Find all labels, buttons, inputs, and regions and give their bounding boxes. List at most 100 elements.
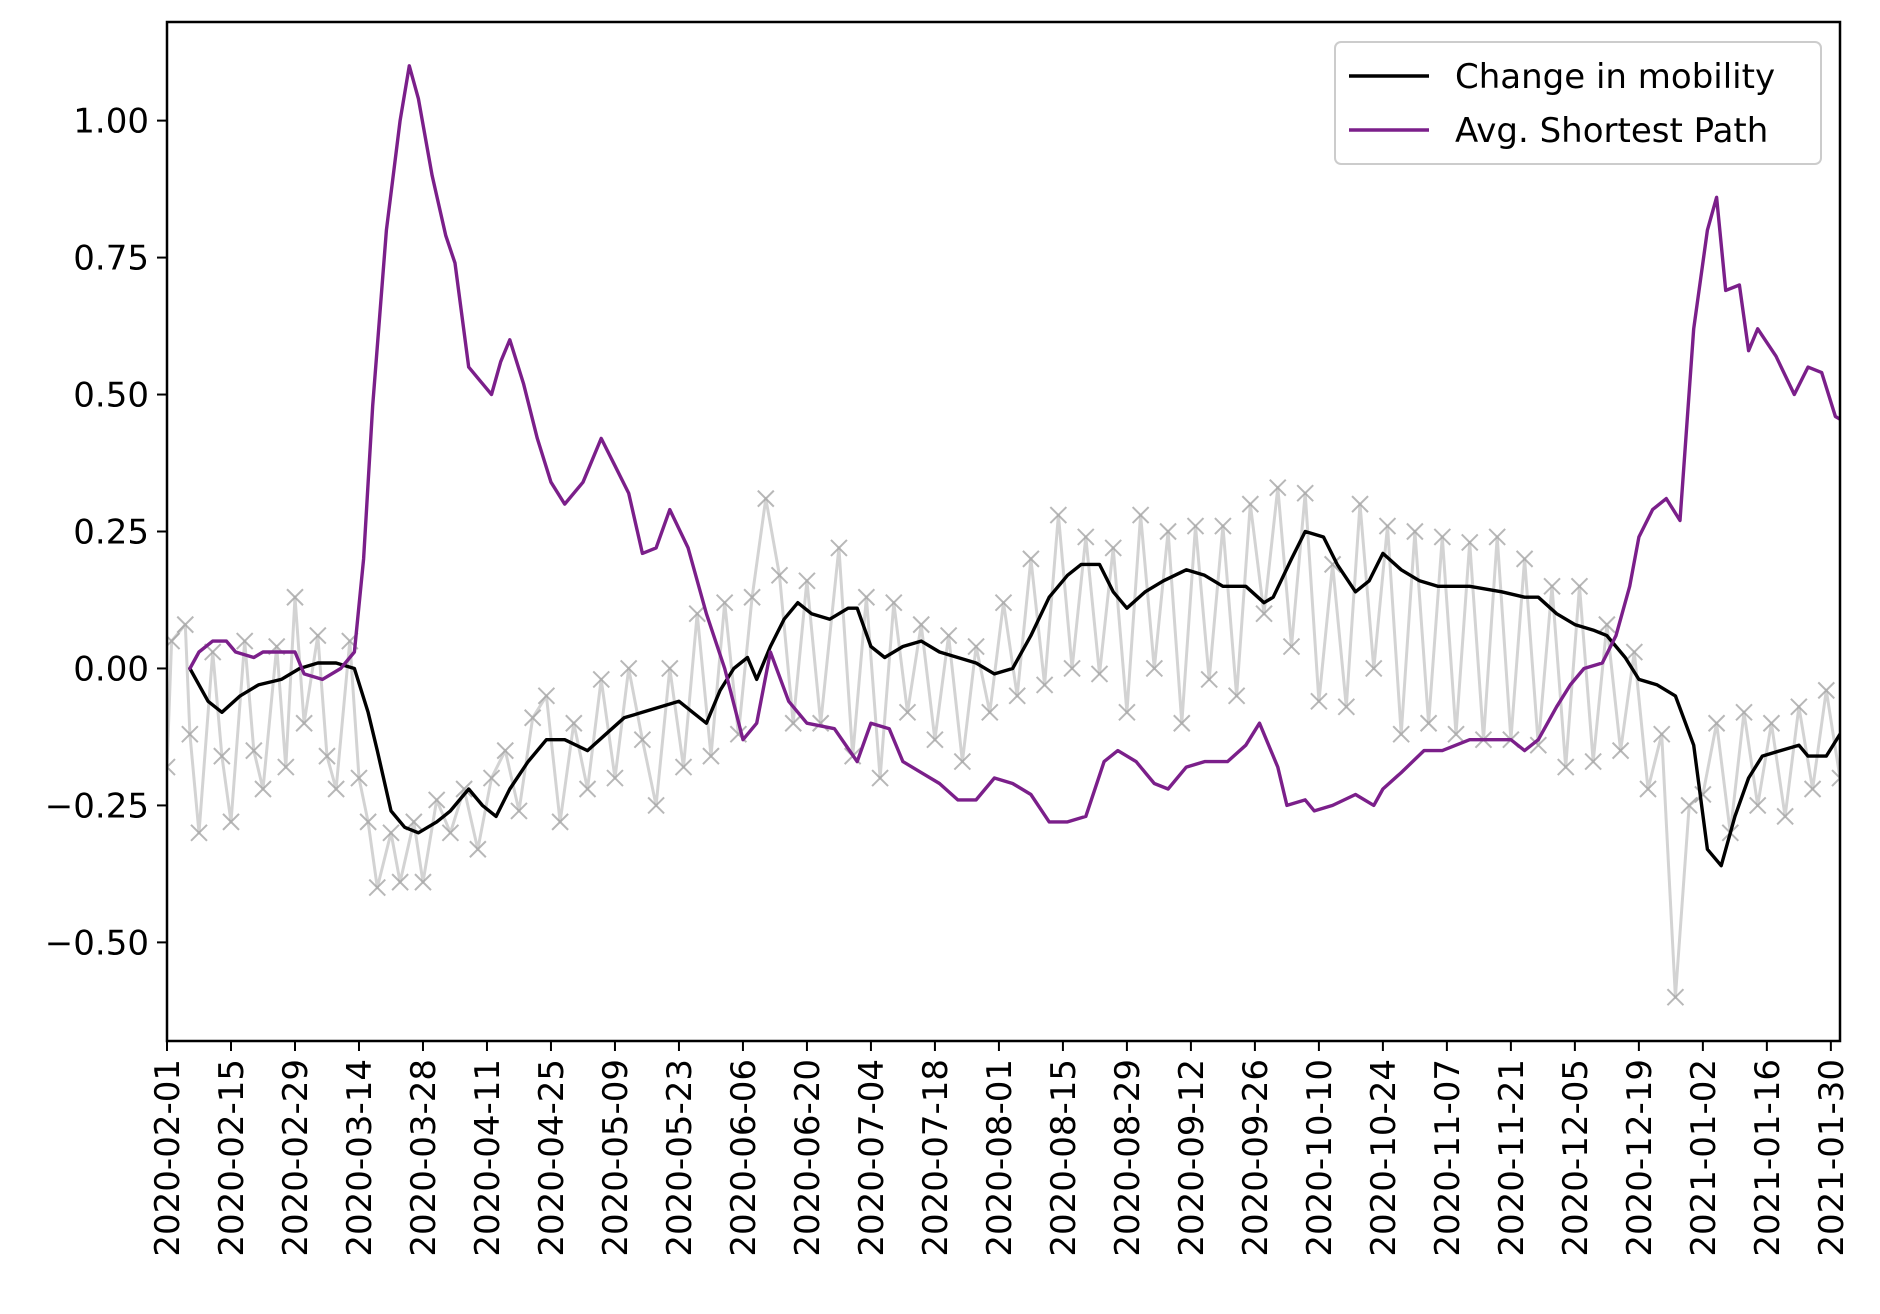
daily-series-marker bbox=[359, 813, 377, 831]
daily-series-marker bbox=[592, 670, 610, 689]
daily-series-marker bbox=[1419, 714, 1438, 732]
daily-series-marker bbox=[994, 594, 1013, 612]
daily-series-marker bbox=[565, 714, 583, 732]
daily-series-marker bbox=[455, 780, 473, 798]
daily-series-marker bbox=[213, 747, 231, 765]
legend-label: Change in mobility bbox=[1455, 57, 1775, 97]
daily-series-marker bbox=[661, 659, 679, 678]
x-tick-label: 2020-05-23 bbox=[660, 1059, 700, 1257]
daily-series-marker bbox=[496, 741, 514, 760]
daily-series-marker bbox=[1625, 643, 1644, 661]
legend-label: Avg. Shortest Path bbox=[1455, 111, 1768, 151]
daily-series-marker bbox=[688, 604, 706, 623]
daily-series-marker bbox=[1790, 698, 1808, 716]
daily-series-marker bbox=[510, 802, 528, 820]
y-tick-label: 0.00 bbox=[73, 649, 149, 689]
y-tick-label: 1.00 bbox=[73, 102, 149, 142]
x-tick-label: 2020-10-24 bbox=[1364, 1059, 1404, 1257]
daily-series-marker bbox=[1104, 539, 1122, 557]
x-tick-label: 2020-10-10 bbox=[1300, 1059, 1340, 1257]
daily-series-marker bbox=[350, 769, 368, 787]
daily-series-marker bbox=[1570, 577, 1589, 595]
daily-series-marker bbox=[674, 758, 693, 776]
daily-series-marker bbox=[939, 626, 958, 645]
daily-series-marker bbox=[1803, 780, 1822, 798]
x-tick-label: 2020-06-06 bbox=[724, 1059, 764, 1257]
y-tick-label: −0.25 bbox=[45, 786, 149, 826]
daily-series-marker bbox=[1447, 725, 1465, 743]
daily-series-marker bbox=[176, 615, 194, 634]
daily-series-marker bbox=[523, 709, 542, 727]
daily-series-marker bbox=[1762, 714, 1781, 732]
y-tick-label: 0.50 bbox=[73, 376, 149, 416]
daily-series-marker bbox=[1049, 506, 1068, 524]
daily-series-marker bbox=[606, 769, 624, 787]
daily-series-marker bbox=[1214, 517, 1232, 535]
daily-series-marker bbox=[368, 878, 386, 897]
daily-series-marker bbox=[871, 769, 889, 787]
daily-series-marker bbox=[222, 813, 240, 831]
daily-series-marker bbox=[1515, 550, 1534, 568]
daily-series-marker bbox=[1543, 577, 1561, 595]
daily-series-marker bbox=[912, 615, 930, 634]
daily-series-marker bbox=[1817, 681, 1835, 700]
daily-series-marker bbox=[167, 632, 181, 650]
daily-series-marker bbox=[743, 588, 761, 606]
y-tick-label: −0.50 bbox=[45, 923, 149, 963]
x-tick-label: 2020-08-15 bbox=[1044, 1059, 1084, 1257]
daily-series-marker bbox=[1707, 714, 1726, 732]
x-tick-label: 2020-05-09 bbox=[596, 1059, 636, 1257]
x-tick-label: 2020-06-20 bbox=[788, 1059, 828, 1257]
avg-shortest-path-line bbox=[188, 64, 1840, 824]
daily-series-marker bbox=[1611, 741, 1630, 760]
daily-series-marker bbox=[181, 725, 199, 743]
x-tick-label: 2020-11-07 bbox=[1428, 1059, 1468, 1257]
daily-series-marker bbox=[1200, 670, 1218, 689]
daily-series-marker bbox=[633, 730, 652, 749]
x-tick-label: 2021-01-16 bbox=[1748, 1059, 1788, 1257]
daily-series-marker bbox=[898, 703, 917, 721]
daily-series-marker bbox=[1666, 988, 1685, 1006]
x-tick-label: 2020-09-26 bbox=[1236, 1059, 1276, 1257]
daily-series-marker bbox=[1351, 495, 1369, 513]
daily-series-marker bbox=[619, 659, 638, 678]
daily-series-marker bbox=[1118, 703, 1136, 721]
daily-series-marker bbox=[770, 566, 789, 585]
daily-series-marker bbox=[1392, 725, 1410, 743]
daily-series-marker bbox=[1296, 484, 1314, 502]
x-tick-label: 2020-07-04 bbox=[852, 1059, 892, 1257]
y-tick-label: 0.25 bbox=[73, 513, 149, 553]
daily-series-marker bbox=[1653, 725, 1671, 743]
daily-series-marker bbox=[981, 703, 999, 721]
daily-series-marker bbox=[382, 824, 400, 842]
daily-series-marker bbox=[1227, 687, 1246, 705]
daily-series-marker bbox=[1433, 528, 1452, 546]
daily-series-marker bbox=[254, 780, 272, 798]
daily-series-marker bbox=[647, 796, 665, 815]
daily-series-marker bbox=[1323, 555, 1342, 574]
daily-series-marker bbox=[1310, 692, 1328, 711]
daily-series-marker bbox=[1145, 659, 1164, 678]
daily-series-marker bbox=[702, 747, 720, 765]
axes: 1.00 0.75 0.50 0.25 0.00 −0.25 −0.50 2020-02-01… bbox=[45, 20, 1852, 1257]
daily-series-marker bbox=[1461, 533, 1479, 552]
daily-series-marker bbox=[715, 594, 734, 612]
daily-series-marker bbox=[295, 714, 313, 732]
daily-series-marker bbox=[286, 588, 304, 606]
daily-series-marker bbox=[885, 594, 903, 612]
daily-series-marker bbox=[798, 572, 816, 590]
legend: Change in mobility Avg. Shortest Path bbox=[1334, 41, 1822, 165]
daily-series-marker bbox=[1365, 659, 1383, 678]
daily-series-marker bbox=[1077, 528, 1095, 546]
plot-series-group bbox=[167, 64, 1840, 1006]
daily-series-marker bbox=[245, 741, 263, 760]
daily-series-marker bbox=[327, 780, 345, 798]
x-tick-label: 2020-07-18 bbox=[916, 1059, 956, 1257]
daily-series-marker bbox=[578, 780, 597, 798]
daily-series-marker bbox=[967, 637, 985, 656]
daily-series-marker bbox=[830, 539, 848, 557]
daily-series-marker bbox=[1186, 517, 1205, 535]
x-tick-label: 2020-12-05 bbox=[1556, 1059, 1596, 1257]
